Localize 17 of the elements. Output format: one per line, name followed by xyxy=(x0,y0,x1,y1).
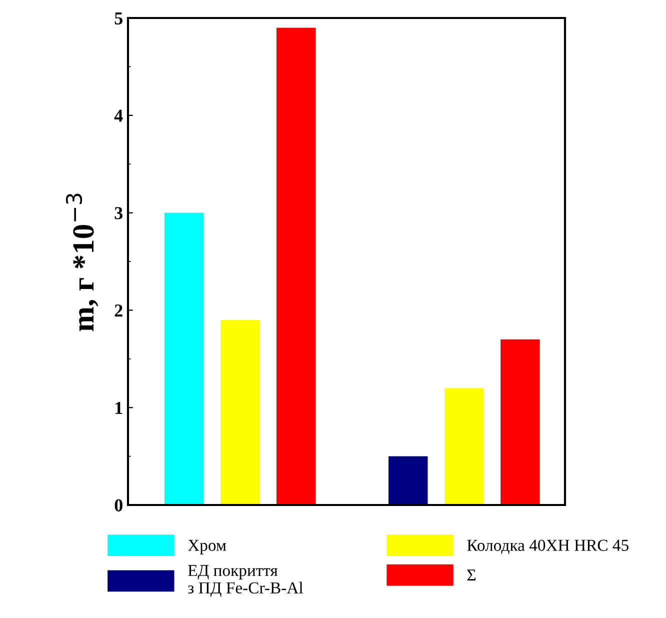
y-tick-label: 2 xyxy=(114,304,122,316)
bar xyxy=(388,456,428,505)
legend-label: Хром xyxy=(188,540,226,554)
legend-label: Σ xyxy=(467,570,476,581)
y-tick-label: 4 xyxy=(114,110,123,122)
legend-label: ЕД покриття з ПД Fe-Cr-B-Al xyxy=(188,565,303,597)
bar xyxy=(220,320,260,505)
y-tick-label: 0 xyxy=(114,499,122,512)
y-tick-label: 1 xyxy=(116,402,122,414)
y-tick-label: 3 xyxy=(114,207,123,220)
legend-label: Колодка 40ХН HRC 45 xyxy=(467,540,628,554)
bar xyxy=(500,339,540,505)
y-axis-title: m, г *10$^{−3}$ xyxy=(66,194,98,332)
bar xyxy=(276,28,316,505)
bar xyxy=(444,388,484,505)
y-tick-label: 5 xyxy=(114,12,122,24)
bar xyxy=(164,212,204,505)
